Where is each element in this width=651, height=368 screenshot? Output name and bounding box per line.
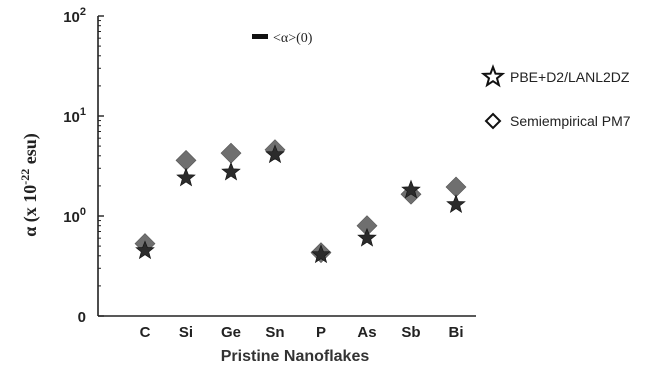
pbe-point-sn <box>265 144 285 164</box>
annotation-label: <α>(0) <box>273 31 313 46</box>
y-tick-label: 101 <box>63 106 86 126</box>
annotation: <α>(0) <box>252 31 313 46</box>
y-tick-label: 0 <box>78 309 86 326</box>
x-tick-label: P <box>316 324 326 341</box>
pm7-point-bi <box>445 176 467 198</box>
y-axis-label: α (x 10-22 esu) <box>18 133 41 237</box>
data-points <box>134 139 467 264</box>
y-tick-label: 102 <box>63 6 86 26</box>
legend-label: Semiempirical PM7 <box>510 113 631 129</box>
legend-diamond-marker <box>484 112 502 130</box>
x-tick-label: C <box>140 324 151 341</box>
legend-star-marker <box>480 64 506 88</box>
x-tick-label: As <box>357 324 376 341</box>
pm7-point-ge <box>220 142 242 164</box>
x-tick-label: Si <box>179 324 193 341</box>
pm7-point-si <box>175 149 197 171</box>
x-tick-label: Sn <box>265 324 284 341</box>
x-tick-label: Ge <box>221 324 241 341</box>
x-tick-label: Bi <box>449 324 464 341</box>
annotation-swatch <box>252 34 268 39</box>
pbe-point-si <box>176 167 196 187</box>
x-tick-label: Sb <box>401 324 420 341</box>
pbe-point-p <box>311 244 331 264</box>
x-ticks: C Si Ge Sn P As Sb Bi <box>140 324 464 341</box>
axes <box>97 16 476 317</box>
legend: PBE+D2/LANL2DZ Semiempirical PM7 <box>480 64 631 130</box>
legend-label: PBE+D2/LANL2DZ <box>510 69 630 85</box>
pbe-point-ge <box>221 161 241 181</box>
pbe-point-sb <box>401 179 421 199</box>
y-tick-label: 100 <box>63 206 86 226</box>
y-ticks: 0 100 101 102 <box>63 6 104 326</box>
pbe-point-bi <box>446 194 466 213</box>
pbe-point-c <box>135 240 155 260</box>
x-axis-label: Pristine Nanoflakes <box>221 348 370 365</box>
pbe-point-as <box>357 227 377 247</box>
